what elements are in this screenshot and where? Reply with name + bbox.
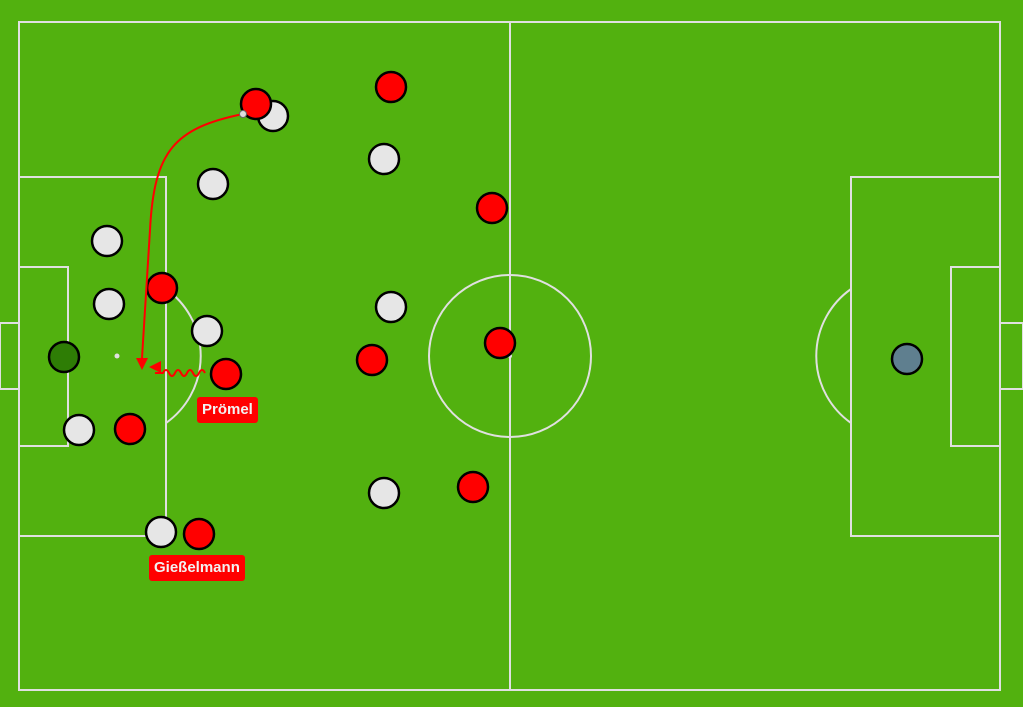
- run-arrowhead: [149, 361, 161, 373]
- player-label-giesselmann: Gießelmann: [149, 555, 245, 581]
- red-player: [475, 191, 509, 225]
- left-goal: [0, 322, 20, 390]
- red-player: [182, 517, 216, 551]
- red-player: [239, 87, 273, 121]
- left-penalty-box: [18, 176, 167, 537]
- red-player: [355, 343, 389, 377]
- red-player: [113, 412, 147, 446]
- red-player: [483, 326, 517, 360]
- right-penalty-box: [850, 176, 1001, 537]
- red-player: [145, 271, 179, 305]
- pitch-markings: [0, 21, 1023, 691]
- white-player: [367, 142, 401, 176]
- right-goal: [999, 322, 1023, 390]
- white-player: [90, 224, 124, 258]
- left-penalty-arc: [165, 288, 202, 424]
- ball-icon: [239, 110, 247, 118]
- right-goal-area: [950, 266, 1001, 447]
- white-player: [190, 314, 224, 348]
- pass-arrow: [141, 113, 244, 359]
- white-player: [374, 290, 408, 324]
- white-player: [144, 515, 178, 549]
- run-arrow: [155, 369, 206, 377]
- goalkeeper: [890, 342, 924, 376]
- player-label-promel: Prömel: [197, 397, 258, 423]
- right-penalty-arc: [815, 288, 852, 424]
- white-player: [92, 287, 126, 321]
- red-player: [374, 70, 408, 104]
- white-player: [196, 167, 230, 201]
- goalkeeper: [47, 340, 81, 374]
- white-player: [62, 413, 96, 447]
- penalty-spot: [114, 353, 120, 359]
- white-player: [367, 476, 401, 510]
- red-player: [456, 470, 490, 504]
- red-player: [209, 357, 243, 391]
- center-circle: [428, 274, 592, 438]
- pass-arrowhead: [136, 358, 148, 370]
